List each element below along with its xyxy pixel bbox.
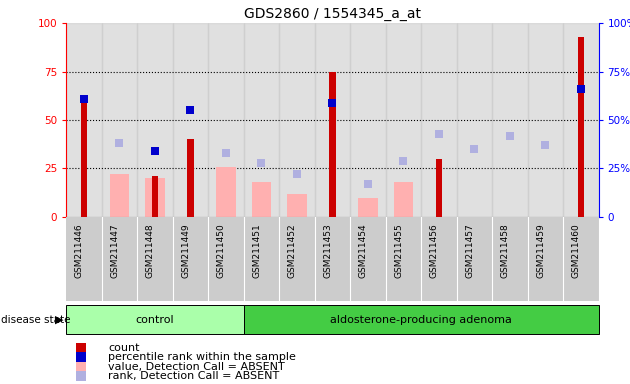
- Bar: [66, 305, 244, 334]
- Bar: [251, 182, 271, 217]
- Text: disease state: disease state: [1, 314, 70, 325]
- Text: rank, Detection Call = ABSENT: rank, Detection Call = ABSENT: [108, 371, 279, 381]
- Text: GSM211459: GSM211459: [536, 224, 545, 278]
- Bar: [208, 23, 244, 217]
- Text: GSM211447: GSM211447: [110, 224, 119, 278]
- Bar: [244, 305, 598, 334]
- Text: GSM211454: GSM211454: [359, 224, 368, 278]
- Text: GSM211456: GSM211456: [430, 224, 438, 278]
- Text: percentile rank within the sample: percentile rank within the sample: [108, 352, 296, 362]
- Text: GSM211450: GSM211450: [217, 224, 226, 278]
- Bar: [563, 23, 598, 217]
- Bar: [101, 23, 137, 217]
- Bar: [110, 174, 129, 217]
- Text: GSM211448: GSM211448: [146, 224, 155, 278]
- Bar: [386, 23, 421, 217]
- Bar: [137, 23, 173, 217]
- Text: value, Detection Call = ABSENT: value, Detection Call = ABSENT: [108, 362, 285, 372]
- Bar: [81, 97, 87, 217]
- Bar: [578, 36, 584, 217]
- Bar: [216, 167, 236, 217]
- Bar: [314, 23, 350, 217]
- Bar: [244, 23, 279, 217]
- Text: GSM211452: GSM211452: [288, 224, 297, 278]
- Bar: [527, 23, 563, 217]
- Text: GSM211449: GSM211449: [181, 224, 190, 278]
- Bar: [329, 71, 336, 217]
- Text: count: count: [108, 343, 140, 353]
- Bar: [66, 23, 101, 217]
- Text: GSM211446: GSM211446: [75, 224, 84, 278]
- Text: GSM211458: GSM211458: [501, 224, 510, 278]
- Bar: [350, 23, 386, 217]
- Bar: [421, 23, 457, 217]
- Bar: [492, 23, 527, 217]
- Bar: [287, 194, 307, 217]
- Bar: [358, 198, 377, 217]
- Bar: [152, 176, 158, 217]
- Text: control: control: [135, 314, 174, 325]
- Text: GSM211460: GSM211460: [572, 224, 581, 278]
- Bar: [279, 23, 314, 217]
- Bar: [187, 139, 193, 217]
- Text: GSM211457: GSM211457: [466, 224, 474, 278]
- Text: GSM211455: GSM211455: [394, 224, 403, 278]
- Bar: [145, 178, 164, 217]
- Text: GSM211453: GSM211453: [323, 224, 333, 278]
- Text: ▶: ▶: [55, 314, 63, 325]
- Title: GDS2860 / 1554345_a_at: GDS2860 / 1554345_a_at: [244, 7, 421, 21]
- Bar: [457, 23, 492, 217]
- Bar: [394, 182, 413, 217]
- Text: GSM211451: GSM211451: [253, 224, 261, 278]
- Bar: [435, 159, 442, 217]
- Bar: [173, 23, 208, 217]
- Text: aldosterone-producing adenoma: aldosterone-producing adenoma: [330, 314, 512, 325]
